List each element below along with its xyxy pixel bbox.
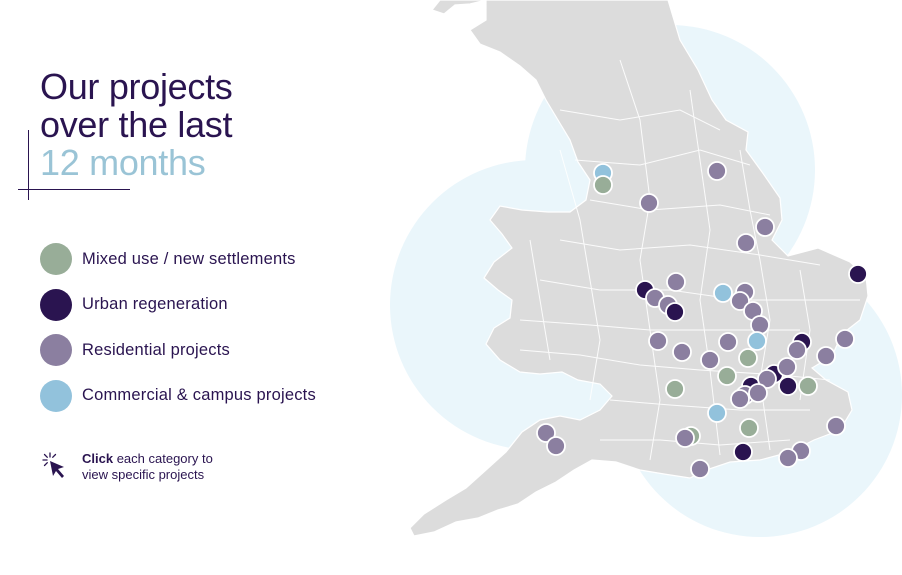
legend-item-urban-regeneration[interactable]: Urban regeneration <box>40 288 316 321</box>
project-marker-commercial[interactable] <box>747 331 767 351</box>
project-marker-residential[interactable] <box>736 233 756 253</box>
legend-item-mixed-use[interactable]: Mixed use / new settlements <box>40 243 316 275</box>
project-marker-regeneration[interactable] <box>733 442 753 462</box>
hint-text-2: view specific projects <box>82 467 205 482</box>
legend-label: Urban regeneration <box>82 295 228 313</box>
project-markers <box>536 161 868 479</box>
project-marker-residential[interactable] <box>675 428 695 448</box>
legend-label: Residential projects <box>82 340 230 359</box>
hint-bold-word: Click <box>82 451 114 466</box>
project-marker-regeneration[interactable] <box>848 264 868 284</box>
title-line-3: 12 months <box>40 142 206 183</box>
legend-label: Commercial & campus projects <box>82 386 316 404</box>
project-marker-commercial[interactable] <box>713 283 733 303</box>
project-marker-residential[interactable] <box>546 436 566 456</box>
project-marker-mixed[interactable] <box>798 376 818 396</box>
project-marker-residential[interactable] <box>748 383 768 403</box>
category-legend: Mixed use / new settlements Urban regene… <box>40 243 316 425</box>
project-marker-residential[interactable] <box>777 357 797 377</box>
project-marker-residential[interactable] <box>672 342 692 362</box>
project-marker-residential[interactable] <box>826 416 846 436</box>
project-marker-residential[interactable] <box>707 161 727 181</box>
project-marker-residential[interactable] <box>757 369 777 389</box>
legend-label: Mixed use / new settlements <box>82 249 296 268</box>
title-line-2: over the last <box>40 104 233 145</box>
project-marker-residential[interactable] <box>755 217 775 237</box>
project-marker-residential[interactable] <box>536 423 556 443</box>
project-marker-residential[interactable] <box>700 350 720 370</box>
project-marker-residential[interactable] <box>835 329 855 349</box>
cursor-click-icon <box>42 452 64 478</box>
residential-dot-icon <box>40 334 72 366</box>
project-marker-residential[interactable] <box>787 340 807 360</box>
project-marker-residential[interactable] <box>730 291 750 311</box>
crosshair-horizontal-line <box>18 189 130 190</box>
project-marker-residential[interactable] <box>718 332 738 352</box>
project-marker-regeneration[interactable] <box>778 376 798 396</box>
county-boundaries <box>519 59 860 461</box>
mixed-use-dot-icon <box>40 243 72 275</box>
hint-text-1: each category to <box>113 451 213 466</box>
page-title: Our projects over the last 12 months <box>40 66 233 183</box>
legend-item-residential[interactable]: Residential projects <box>40 334 316 366</box>
project-marker-mixed[interactable] <box>665 379 685 399</box>
urban-regeneration-dot-icon <box>40 288 72 321</box>
legend-item-commercial-campus[interactable]: Commercial & campus projects <box>40 379 316 412</box>
project-marker-regeneration[interactable] <box>665 302 685 322</box>
project-marker-commercial[interactable] <box>707 403 727 423</box>
click-hint: Click each category to view specific pro… <box>40 451 213 483</box>
project-marker-mixed[interactable] <box>738 348 758 368</box>
project-marker-residential[interactable] <box>730 389 750 409</box>
project-marker-residential[interactable] <box>648 331 668 351</box>
project-marker-mixed[interactable] <box>717 366 737 386</box>
project-marker-residential[interactable] <box>778 448 798 468</box>
crosshair-vertical-line <box>28 130 29 200</box>
project-marker-residential[interactable] <box>816 346 836 366</box>
project-marker-residential[interactable] <box>750 315 770 335</box>
project-marker-residential[interactable] <box>666 272 686 292</box>
commercial-campus-dot-icon <box>40 379 72 412</box>
project-marker-residential[interactable] <box>690 459 710 479</box>
project-marker-mixed[interactable] <box>739 418 759 438</box>
project-marker-residential[interactable] <box>639 193 659 213</box>
title-line-1: Our projects <box>40 66 233 107</box>
project-marker-mixed[interactable] <box>593 175 613 195</box>
